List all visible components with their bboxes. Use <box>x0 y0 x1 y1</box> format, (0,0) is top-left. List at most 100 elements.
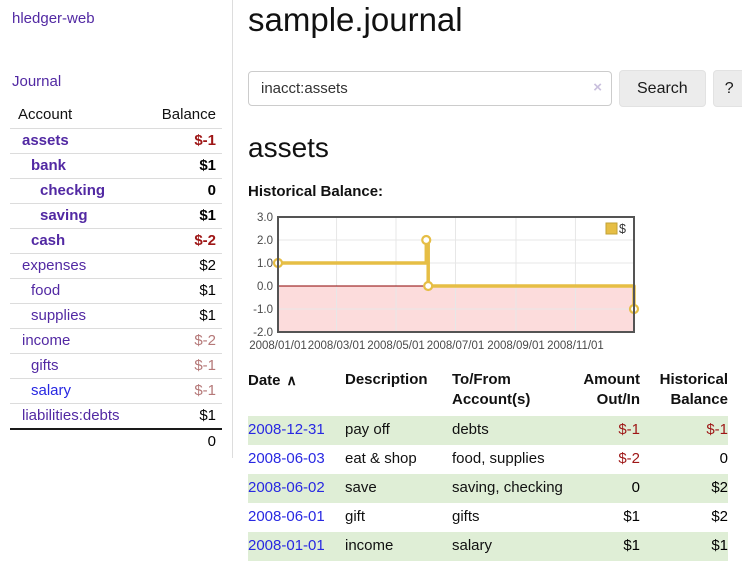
account-link[interactable]: expenses <box>22 257 87 274</box>
transaction-description: gift <box>345 508 366 525</box>
account-heading: assets <box>248 132 329 163</box>
account-row: saving $1 <box>10 203 222 229</box>
transaction-description: save <box>345 479 377 496</box>
transaction-row: 2008-12-31 pay off debts $-1 $-1 <box>248 416 728 445</box>
transaction-amount: $1 <box>623 537 640 554</box>
account-link[interactable]: cash <box>31 232 66 249</box>
search-input[interactable] <box>248 71 612 106</box>
svg-text:2008/11/01: 2008/11/01 <box>547 340 604 352</box>
account-link[interactable]: checking <box>40 182 106 199</box>
svg-text:2008/01/01: 2008/01/01 <box>249 340 307 352</box>
account-balance: $-2 <box>194 232 216 249</box>
description-column-header: Description <box>345 371 428 388</box>
transaction-row: 2008-06-03 eat & shop food, supplies $-2 0 <box>248 445 728 474</box>
transaction-balance: 0 <box>719 450 728 467</box>
account-row: supplies $1 <box>10 303 222 329</box>
account-row: cash $-2 <box>10 228 222 254</box>
accounts-total-value: 0 <box>207 433 216 450</box>
transaction-row: 2008-06-01 gift gifts $1 $2 <box>248 503 728 532</box>
account-link[interactable]: food <box>31 282 61 299</box>
svg-text:2008/07/01: 2008/07/01 <box>427 340 485 352</box>
svg-text:$: $ <box>619 222 626 236</box>
accounts-total-row: 0 <box>10 429 222 454</box>
transaction-amount: 0 <box>631 479 640 496</box>
account-balance: $2 <box>199 257 216 274</box>
account-row: food $1 <box>10 278 222 304</box>
transaction-balance: $2 <box>711 508 728 525</box>
svg-text:1.0: 1.0 <box>257 258 273 270</box>
balance-column-header: Balance <box>161 106 216 123</box>
transaction-date-link[interactable]: 2008-12-31 <box>248 421 325 438</box>
transaction-description: income <box>345 537 394 554</box>
account-row: salary $-1 <box>10 378 222 404</box>
svg-text:2008/05/01: 2008/05/01 <box>367 340 425 352</box>
accounts-table: Account Balance assets $-1 bank $1 checking 0… <box>10 104 222 454</box>
transaction-date-link[interactable]: 2008-01-01 <box>248 537 325 554</box>
svg-text:2.0: 2.0 <box>257 235 273 247</box>
account-row: assets $-1 <box>10 128 222 154</box>
brand-link[interactable]: hledger-web <box>12 10 95 27</box>
transaction-date-link[interactable]: 2008-06-03 <box>248 450 325 467</box>
transaction-balance: $2 <box>711 479 728 496</box>
account-link[interactable]: liabilities:debts <box>22 407 120 424</box>
svg-text:-1.0: -1.0 <box>253 304 273 316</box>
sort-asc-icon: ∧ <box>286 372 297 388</box>
accounts-table-header: Account Balance <box>10 104 222 129</box>
search-button[interactable]: Search <box>619 70 706 107</box>
account-link[interactable]: salary <box>31 382 72 399</box>
account-link[interactable]: income <box>22 332 71 349</box>
transaction-accounts: saving, checking <box>452 479 563 496</box>
svg-text:2008/03/01: 2008/03/01 <box>308 340 366 352</box>
chart-title: Historical Balance: <box>248 183 384 200</box>
account-balance: $-1 <box>194 357 216 374</box>
tofrom-column-header: To/From Account(s) <box>452 371 531 408</box>
account-row: expenses $2 <box>10 253 222 279</box>
sidebar-item-journal[interactable]: Journal <box>12 73 62 90</box>
account-link[interactable]: bank <box>31 157 67 174</box>
register-table: Date ∧ Description To/From Account(s) Amou… <box>248 370 728 561</box>
account-balance: $1 <box>199 157 216 174</box>
transaction-date-link[interactable]: 2008-06-01 <box>248 508 325 525</box>
account-link[interactable]: assets <box>22 132 69 149</box>
amount-column-header: Amount Out/In <box>583 371 640 408</box>
date-column-header[interactable]: Date ∧ <box>248 372 297 389</box>
transaction-row: 2008-01-01 income salary $1 $1 <box>248 532 728 561</box>
transaction-balance: $1 <box>711 537 728 554</box>
transaction-amount: $-1 <box>618 421 640 438</box>
account-column-header: Account <box>18 106 73 123</box>
account-link[interactable]: supplies <box>31 307 87 324</box>
account-link[interactable]: gifts <box>31 357 59 374</box>
account-balance: $-1 <box>194 132 216 149</box>
account-row: liabilities:debts $1 <box>10 403 222 430</box>
transaction-accounts: salary <box>452 537 493 554</box>
transaction-description: eat & shop <box>345 450 417 467</box>
account-row: checking 0 <box>10 178 222 204</box>
account-balance: $-2 <box>194 332 216 349</box>
transaction-accounts: debts <box>452 421 489 438</box>
transaction-date-link[interactable]: 2008-06-02 <box>248 479 325 496</box>
svg-text:3.0: 3.0 <box>257 212 273 224</box>
account-link[interactable]: saving <box>40 207 88 224</box>
svg-text:2008/09/01: 2008/09/01 <box>487 340 545 352</box>
account-balance: $1 <box>199 282 216 299</box>
main-content: sample.journal × Search ? assets Histori… <box>248 0 742 561</box>
transaction-amount: $1 <box>623 508 640 525</box>
account-balance: $-1 <box>194 382 216 399</box>
search-bar: × Search ? <box>248 70 742 107</box>
account-balance: $1 <box>199 307 216 324</box>
chart-legend: $ <box>605 222 626 236</box>
transaction-description: pay off <box>345 421 390 438</box>
transaction-amount: $-2 <box>618 450 640 467</box>
clear-search-icon[interactable]: × <box>593 79 602 96</box>
sidebar: hledger-web Journal Account Balance asse… <box>0 0 233 458</box>
help-button[interactable]: ? <box>712 70 742 107</box>
account-row: gifts $-1 <box>10 353 222 379</box>
page-title: sample.journal <box>248 1 463 38</box>
svg-text:0.0: 0.0 <box>257 281 273 293</box>
svg-text:-2.0: -2.0 <box>253 327 273 339</box>
balance-column-header: Historical Balance <box>659 371 728 408</box>
account-balance: $1 <box>199 207 216 224</box>
account-balance: $1 <box>199 407 216 424</box>
transaction-balance: $-1 <box>706 421 728 438</box>
